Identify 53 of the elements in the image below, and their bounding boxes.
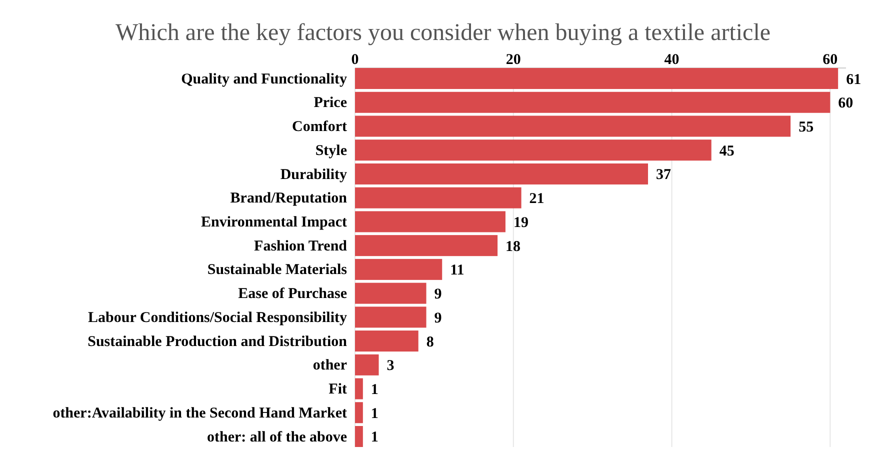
bar	[355, 282, 426, 304]
chart-title: Which are the key factors you consider when buying a textile article	[115, 20, 771, 46]
y-tick-label: Price	[314, 95, 348, 112]
data-label: 19	[513, 214, 528, 231]
bar	[355, 187, 522, 208]
y-tick-label: Quality and Functionality	[181, 71, 348, 88]
y-tick-label: other:Availability in the Second Hand Market	[52, 405, 347, 422]
data-label: 8	[426, 334, 434, 350]
data-label: 37	[656, 167, 672, 184]
y-tick-label: other: all of the above	[207, 429, 348, 446]
y-tick-label: Comfort	[292, 119, 347, 136]
bar	[355, 92, 830, 113]
data-label: 61	[846, 72, 862, 88]
x-tick-label: 20	[506, 52, 521, 68]
y-tick-label: Labour Conditions/Social Responsibility	[88, 310, 348, 326]
bar	[355, 258, 442, 280]
bar	[355, 235, 498, 256]
data-label: 11	[450, 262, 464, 279]
y-tick-label: other	[312, 358, 348, 374]
data-label: 18	[506, 238, 521, 255]
data-label: 1	[370, 382, 378, 398]
y-tick-label: Style	[315, 142, 348, 159]
data-label: 1	[370, 430, 378, 446]
data-label: 45	[719, 143, 734, 160]
bar	[355, 402, 363, 424]
x-tick-label: 0	[351, 52, 359, 68]
y-tick-label: Environmental Impact	[201, 214, 347, 230]
bar	[355, 378, 363, 400]
data-label: 1	[370, 406, 378, 422]
y-tick-label: Brand/Reputation	[230, 190, 348, 207]
data-label: 9	[434, 286, 442, 303]
data-label: 9	[434, 310, 442, 326]
bar	[355, 68, 838, 90]
y-tick-label: Fashion Trend	[254, 238, 348, 254]
y-tick-label: Ease of Purchase	[238, 286, 348, 302]
bar	[355, 211, 506, 232]
data-label: 21	[529, 191, 544, 208]
bar	[355, 426, 363, 447]
bar	[355, 306, 426, 328]
y-tick-label: Durability	[280, 166, 348, 183]
y-tick-label: Fit	[328, 382, 347, 398]
bar	[355, 163, 648, 184]
data-label: 55	[798, 119, 814, 136]
y-tick-label: Sustainable Materials	[207, 262, 348, 278]
bar	[355, 140, 712, 161]
bar	[355, 116, 791, 137]
data-label: 3	[386, 358, 394, 374]
x-tick-label: 40	[664, 52, 680, 68]
y-tick-label: Sustainable Production and Distribution	[88, 334, 348, 350]
bar	[355, 354, 379, 376]
bar	[355, 330, 418, 352]
data-label: 60	[838, 96, 854, 112]
x-tick-label: 60	[822, 52, 838, 68]
